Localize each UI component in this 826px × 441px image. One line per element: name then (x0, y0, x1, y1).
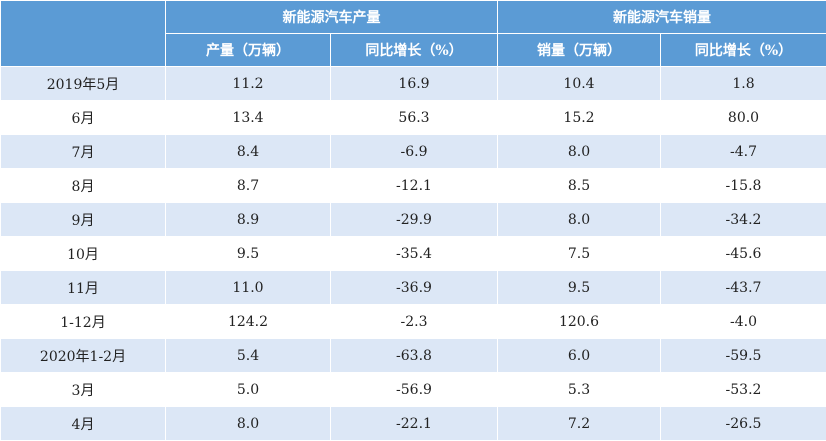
cell: 11.2 (165, 66, 331, 101)
row-label: 2020年1-2月 (0, 338, 166, 373)
corner-cell (0, 0, 166, 67)
row-label: 4月 (0, 406, 166, 441)
cell: -53.2 (660, 372, 826, 407)
cell: 5.0 (165, 372, 331, 407)
cell: 13.4 (165, 100, 331, 135)
row-label: 8月 (0, 168, 166, 203)
cell: 1.8 (660, 66, 826, 101)
row-label: 7月 (0, 134, 166, 169)
cell: 8.5 (497, 168, 661, 203)
cell: 11.0 (165, 270, 331, 305)
cell: 8.0 (497, 134, 661, 169)
cell: -26.5 (660, 406, 826, 441)
cell: 7.5 (497, 236, 661, 271)
table-header: 新能源汽车产量 新能源汽车销量 产量（万辆） 同比增长（%） 销量（万辆） 同比… (0, 0, 826, 67)
table-row: 11月 11.0 -36.9 9.5 -43.7 (0, 270, 826, 305)
cell: 9.5 (497, 270, 661, 305)
table-row: 2019年5月 11.2 16.9 10.4 1.8 (0, 66, 826, 101)
cell: -35.4 (330, 236, 498, 271)
table-row: 8月 8.7 -12.1 8.5 -15.8 (0, 168, 826, 203)
cell: 5.4 (165, 338, 331, 373)
cell: 8.4 (165, 134, 331, 169)
cell: -56.9 (330, 372, 498, 407)
cell: -63.8 (330, 338, 498, 373)
cell: 8.7 (165, 168, 331, 203)
cell: 15.2 (497, 100, 661, 135)
group-title: 新能源汽车销量 (497, 0, 826, 34)
column-row: 产量（万辆） 同比增长（%） 销量（万辆） 同比增长（%） (1, 33, 826, 67)
cell: -45.6 (660, 236, 826, 271)
cell: 8.9 (165, 202, 331, 237)
cell: -4.0 (660, 304, 826, 339)
table-row: 2020年1-2月 5.4 -63.8 6.0 -59.5 (0, 338, 826, 373)
cell: -15.8 (660, 168, 826, 203)
cell: 124.2 (165, 304, 331, 339)
group-title: 新能源汽车产量 (165, 0, 498, 34)
row-label: 11月 (0, 270, 166, 305)
row-label: 2019年5月 (0, 66, 166, 101)
cell: 9.5 (165, 236, 331, 271)
cell: 5.3 (497, 372, 661, 407)
cell: 6.0 (497, 338, 661, 373)
table-body: 2019年5月 11.2 16.9 10.4 1.8 6月 13.4 56.3 15.2 80.0… (0, 66, 826, 441)
table-row: 3月 5.0 -56.9 5.3 -53.2 (0, 372, 826, 407)
table-row: 10月 9.5 -35.4 7.5 -45.6 (0, 236, 826, 271)
cell: -6.9 (330, 134, 498, 169)
column-title: 同比增长（%） (660, 33, 826, 67)
cell: 8.0 (165, 406, 331, 441)
column-title: 销量（万辆） (497, 33, 661, 67)
cell: 120.6 (497, 304, 661, 339)
cell: -59.5 (660, 338, 826, 373)
table-row: 9月 8.9 -29.9 8.0 -34.2 (0, 202, 826, 237)
table-row: 4月 8.0 -22.1 7.2 -26.5 (0, 406, 826, 441)
cell: -29.9 (330, 202, 498, 237)
row-label: 9月 (0, 202, 166, 237)
cell: -12.1 (330, 168, 498, 203)
column-title: 同比增长（%） (330, 33, 498, 67)
column-title: 产量（万辆） (165, 33, 331, 67)
cell: -2.3 (330, 304, 498, 339)
row-label: 3月 (0, 372, 166, 407)
cell: 56.3 (330, 100, 498, 135)
group-row: 新能源汽车产量 新能源汽车销量 (0, 0, 826, 67)
row-label: 1-12月 (0, 304, 166, 339)
cell: 8.0 (497, 202, 661, 237)
cell: -22.1 (330, 406, 498, 441)
cell: 7.2 (497, 406, 661, 441)
cell: -4.7 (660, 134, 826, 169)
row-label: 6月 (0, 100, 166, 135)
cell: -43.7 (660, 270, 826, 305)
cell: 80.0 (660, 100, 826, 135)
table-row: 1-12月 124.2 -2.3 120.6 -4.0 (0, 304, 826, 339)
table-row: 6月 13.4 56.3 15.2 80.0 (0, 100, 826, 135)
cell: -36.9 (330, 270, 498, 305)
table-row: 7月 8.4 -6.9 8.0 -4.7 (0, 134, 826, 169)
cell: 10.4 (497, 66, 661, 101)
row-label: 10月 (0, 236, 166, 271)
cell: 16.9 (330, 66, 498, 101)
cell: -34.2 (660, 202, 826, 237)
